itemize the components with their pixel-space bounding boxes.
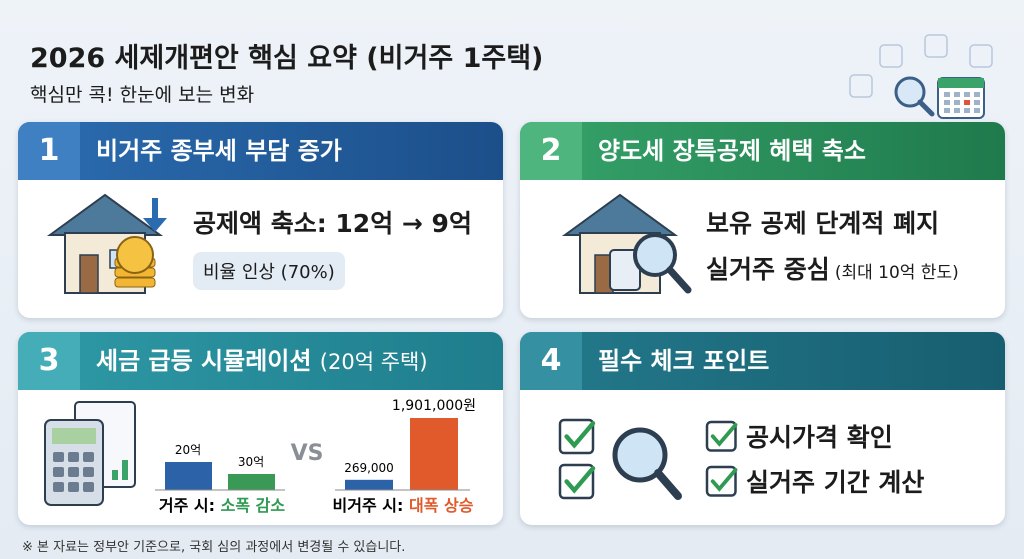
calendar-cell: [954, 108, 960, 113]
deco-icon: [969, 44, 993, 68]
calendar-cell: [944, 108, 950, 113]
card-text: 실거주 중심: [706, 255, 830, 284]
deco-icon: [879, 44, 903, 68]
subtitle: 핵심만 콕! 한눈에 보는 변화: [30, 84, 255, 106]
card-number: 2: [520, 122, 582, 180]
card-header: 1 비거주 종부세 부담 증가: [18, 122, 503, 180]
deco-icon: [924, 34, 948, 58]
calendar-cell: [954, 92, 960, 97]
calendar-cell: [974, 108, 980, 113]
calendar-cell: [964, 92, 970, 97]
calendar-cell: [944, 100, 950, 105]
calendar-top: [938, 78, 984, 88]
card-text: 보유 공제 단계적 폐지: [706, 209, 940, 238]
title: 2026 세제개편안 핵심 요약 (비거주 1주택): [30, 43, 544, 74]
card: 1 비거주 종부세 부담 증가 공제액 축소: 12억 → 9억 비율 인상 (…: [18, 122, 503, 318]
card-number: 3: [18, 332, 80, 390]
card-title-line: 세금 급등 시뮬레이션 (20억 주택): [96, 332, 428, 391]
card-header: 3 세금 급등 시뮬레이션 (20억 주택): [18, 332, 503, 390]
calendar-cell: [974, 100, 980, 105]
card-header: 4 필수 체크 포인트: [520, 332, 1005, 390]
calendar-cell: [974, 92, 980, 97]
card-title: 필수 체크 포인트: [598, 347, 770, 375]
calendar-cell: [954, 100, 960, 105]
card-text: 공제액 축소: 12억 → 9억: [193, 209, 472, 238]
check-item: 공시가격 확인: [746, 423, 893, 452]
magnifier-icon: [894, 76, 926, 108]
card-line: 실거주 중심 (최대 10억 한도): [706, 250, 959, 286]
calendar-cell: [964, 100, 970, 105]
card-header: 2 양도세 장특공제 혜택 축소: [520, 122, 1005, 180]
card-number: 1: [18, 122, 80, 180]
card: 2 양도세 장특공제 혜택 축소 보유 공제 단계적 폐지 실거주 중심 (최대…: [520, 122, 1005, 318]
card-title: 양도세 장특공제 혜택 축소: [598, 137, 866, 165]
badge: 비율 인상 (70%): [193, 252, 345, 290]
card-title: 세금 급등 시뮬레이션: [96, 347, 312, 375]
magnifier-handle: [917, 99, 935, 117]
card-title-note: (20억 주택): [319, 350, 428, 374]
card: 4 필수 체크 포인트 공시가격 확인 실거주 기간 계산: [520, 332, 1005, 525]
calendar-cell: [944, 92, 950, 97]
card-title: 비거주 종부세 부담 증가: [96, 137, 342, 165]
card-note: (최대 10억 한도): [834, 263, 959, 283]
card: 3 세금 급등 시뮬레이션 (20억 주택): [18, 332, 503, 525]
calendar-cell: [964, 108, 970, 113]
deco-icon: [849, 74, 873, 98]
footnote: ※ 본 자료는 정부안 기준으로, 국회 심의 과정에서 변경될 수 있습니다.: [22, 540, 406, 555]
card-number: 4: [520, 332, 582, 390]
check-item: 실거주 기간 계산: [746, 468, 925, 497]
